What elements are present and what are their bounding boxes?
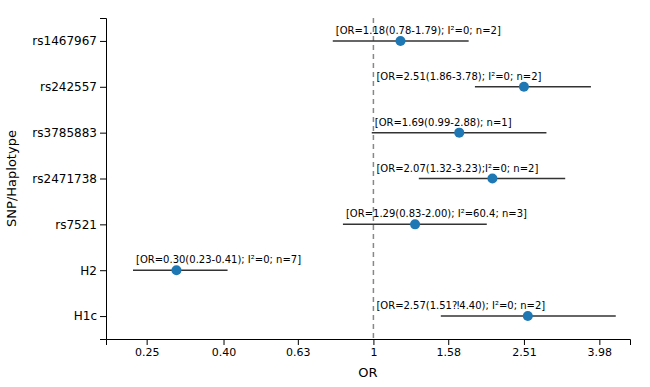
y-tick: rs242557 [40, 80, 106, 94]
y-tick-label: rs2471738 [32, 172, 97, 186]
annotation: [OR=1.18(0.78-1.79); I²=0; n=2] [336, 25, 501, 36]
x-tick-mark [224, 339, 225, 345]
odds-ratio-point [395, 36, 405, 46]
annotations: [OR=1.18(0.78-1.79); I²=0; n=2] [OR=2.51(… [136, 25, 545, 311]
y-tick: rs3785883 [32, 126, 106, 140]
x-tick-label: 0.40 [212, 346, 237, 359]
x-tick: 1.58 [436, 339, 461, 359]
x-axis: 0.25 0.40 0.63 1 1.58 2.51 3.98 [107, 339, 631, 359]
x-axis-title: OR [358, 365, 377, 380]
plot-area [133, 18, 616, 339]
y-axis-line [100, 19, 107, 340]
odds-ratio-point [487, 174, 497, 184]
y-axis: rs1467967 rs242557 rs3785883 rs2471738 rs752… [32, 19, 106, 340]
x-tick-label: 1.58 [436, 346, 461, 359]
y-tick-label: rs1467967 [32, 34, 97, 48]
annotation: [OR=2.57(1.51⁈4.40); I²=0; n=2] [376, 300, 545, 311]
x-tick-mark [599, 339, 600, 345]
y-tick-label: H2 [80, 264, 97, 278]
y-tick: rs1467967 [32, 34, 106, 48]
x-tick-mark [147, 339, 148, 345]
y-tick-label: H1c [74, 309, 97, 323]
y-tick: H1c [74, 309, 106, 323]
x-tick-mark [448, 339, 449, 345]
x-tick-mark [373, 339, 374, 345]
x-axis-line [107, 340, 631, 346]
odds-ratio-point [171, 265, 181, 275]
x-tick-label: 0.63 [286, 346, 311, 359]
x-tick: 2.51 [512, 339, 537, 359]
x-tick-label: 3.98 [588, 346, 613, 359]
chart-container: 0.25 0.40 0.63 1 1.58 2.51 3.98 rs1467967 rs2425… [0, 0, 650, 387]
odds-ratio-point [410, 219, 420, 229]
x-tick-label: 2.51 [512, 346, 537, 359]
x-tick: 0.63 [286, 339, 311, 359]
y-tick: rs7521 [55, 218, 106, 232]
x-tick-mark [298, 339, 299, 345]
y-tick-mark [100, 87, 106, 88]
x-tick: 0.40 [212, 339, 237, 359]
confidence-interval [475, 86, 591, 88]
y-tick: H2 [80, 264, 106, 278]
annotation: [OR=2.07(1.32-3.23);I²=0; n=2] [376, 163, 538, 174]
x-tick-label: 1 [370, 346, 377, 359]
x-tick-label: 0.25 [135, 346, 160, 359]
y-tick: rs2471738 [32, 172, 106, 186]
annotation: [OR=1.69(0.99-2.88); n=1] [375, 117, 512, 128]
chart-svg: 0.25 0.40 0.63 1 1.58 2.51 3.98 rs1467967 rs2425… [0, 0, 650, 387]
y-axis-title: SNP/Haplotype [4, 130, 19, 227]
x-tick-mark [524, 339, 525, 345]
y-tick-label: rs7521 [55, 218, 97, 232]
annotation: [OR=0.30(0.23-0.41); I²=0; n=7] [136, 254, 301, 265]
y-tick-mark [100, 270, 106, 271]
odds-ratio-point [454, 128, 464, 138]
odds-ratio-point [523, 311, 533, 321]
y-tick-mark [100, 41, 106, 42]
odds-ratio-point [519, 82, 529, 92]
annotation: [OR=2.51(1.86-3.78); I²=0; n=2] [376, 71, 541, 82]
reference-line [373, 18, 375, 339]
x-tick: 1 [370, 339, 377, 359]
y-tick-mark [100, 179, 106, 180]
y-tick-mark [100, 224, 106, 225]
y-tick-mark [100, 133, 106, 134]
y-tick-label: rs242557 [40, 80, 97, 94]
x-tick: 0.25 [135, 339, 160, 359]
annotation: [OR=1.29(0.83-2.00); I²=60.4; n=3] [346, 208, 527, 219]
x-tick: 3.98 [588, 339, 613, 359]
y-tick-label: rs3785883 [32, 126, 97, 140]
y-tick-mark [100, 316, 106, 317]
